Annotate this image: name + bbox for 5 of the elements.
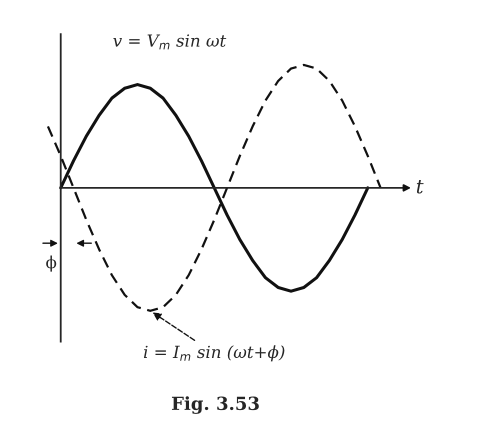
text: v = V$_{m}$ sin ωt	[113, 34, 226, 50]
text: i = I$_{m}$ sin (ωt+ϕ)	[144, 345, 284, 362]
caption: Fig. 3.53	[172, 396, 259, 414]
annotation: ϕ	[46, 256, 56, 272]
x-axis-title: t	[416, 180, 424, 194]
